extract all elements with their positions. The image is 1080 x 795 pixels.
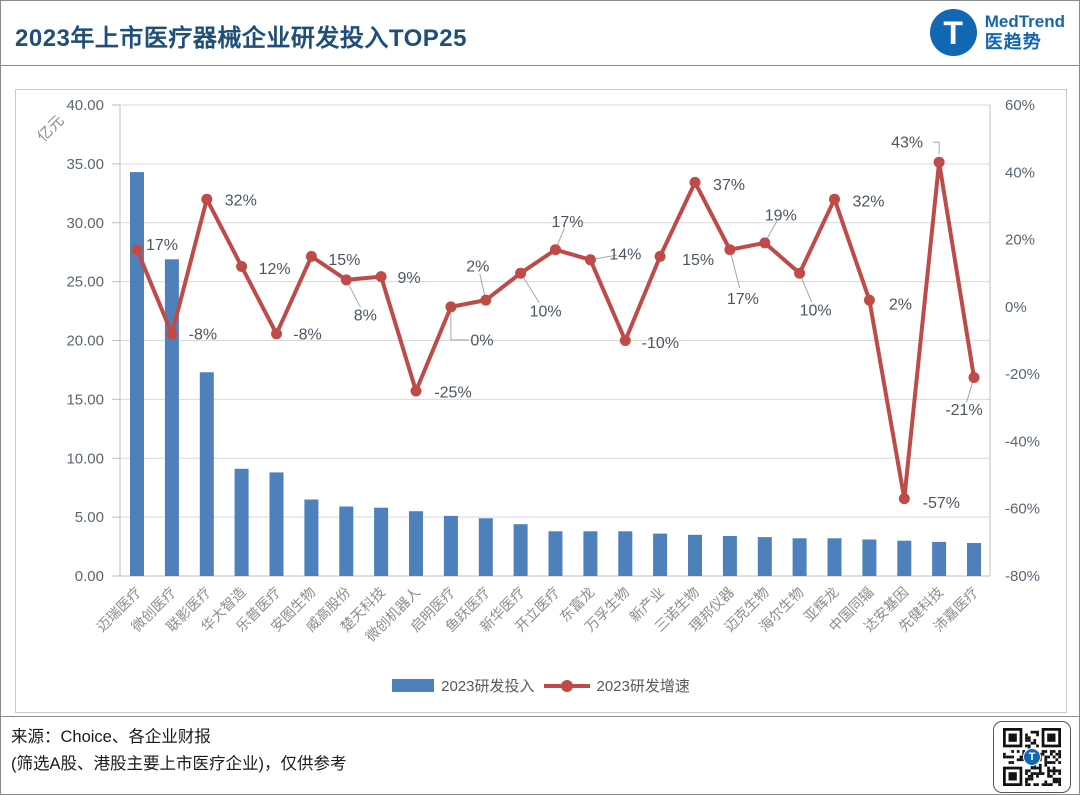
svg-text:30.00: 30.00 (66, 215, 104, 232)
svg-text:17%: 17% (551, 214, 583, 231)
svg-text:12%: 12% (259, 261, 291, 278)
svg-text:5.00: 5.00 (75, 509, 104, 526)
brand-text: MedTrend 医趋势 (985, 12, 1065, 52)
svg-text:-10%: -10% (642, 335, 679, 352)
brand-name-en: MedTrend (984, 12, 1065, 32)
svg-text:19%: 19% (765, 207, 797, 224)
line-series (131, 156, 980, 505)
svg-text:40.00: 40.00 (66, 97, 104, 114)
x-axis-labels: 迈瑞医疗微创医疗联影医疗华大智造乐普医疗安图生物威高股份楚天科技微创机器人启明医… (93, 584, 981, 645)
brand-name-zh: 医趋势 (984, 31, 1042, 52)
svg-text:17%: 17% (727, 291, 759, 308)
svg-text:-60%: -60% (1005, 501, 1040, 518)
svg-text:8%: 8% (354, 307, 377, 324)
line-swatch-icon (543, 679, 590, 692)
svg-text:60%: 60% (1005, 97, 1035, 114)
svg-text:9%: 9% (398, 270, 421, 287)
svg-text:15.00: 15.00 (66, 391, 104, 408)
bar-series (130, 172, 981, 576)
svg-text:-8%: -8% (189, 326, 217, 343)
svg-text:35.00: 35.00 (66, 156, 104, 173)
source-line1: 来源：Choice、各企业财报 (11, 728, 211, 746)
svg-text:-8%: -8% (293, 326, 321, 343)
source-note: 来源：Choice、各企业财报 (筛选A股、港股主要上市医疗企业)，仅供参考 (11, 724, 347, 778)
qr-pattern (1003, 728, 1061, 786)
page-title: 2023年上市医疗器械企业研发投入TOP25 (15, 25, 467, 52)
svg-text:10.00: 10.00 (66, 450, 104, 467)
legend-label-bar: 2023研发投入 (441, 678, 535, 695)
footer: 来源：Choice、各企业财报 (筛选A股、港股主要上市医疗企业)，仅供参考 T (1, 716, 1079, 794)
combo-chart: 0.00 5.00 10.00 15.00 20.00 25.00 30.00 35.00 40… (34, 97, 1040, 645)
line-dot-icon (560, 679, 573, 692)
svg-text:0%: 0% (470, 332, 493, 349)
svg-text:32%: 32% (225, 193, 257, 210)
legend-item-line: 2023研发增速 (543, 675, 690, 696)
svg-text:14%: 14% (609, 246, 641, 263)
svg-text:0.00: 0.00 (75, 568, 104, 585)
legend-item-bar: 2023研发投入 (392, 675, 535, 696)
svg-text:-80%: -80% (1005, 568, 1040, 585)
source-line2: (筛选A股、港股主要上市医疗企业)，仅供参考 (11, 755, 347, 773)
brand-t-icon: T (929, 9, 977, 56)
svg-text:10%: 10% (530, 304, 562, 321)
chart-area: 0.00 5.00 10.00 15.00 20.00 25.00 30.00 35.00 40… (15, 89, 1067, 713)
svg-text:2%: 2% (889, 297, 912, 314)
bar-swatch-icon (392, 679, 435, 692)
svg-text:20%: 20% (1005, 232, 1035, 249)
svg-text:25.00: 25.00 (66, 274, 104, 291)
growth-data-labels: 17% -8% 32% 12% -8% 15% 8% 9% -25% 0% 2% 10% 17% 14% -… (146, 135, 983, 512)
svg-text:-40%: -40% (1005, 433, 1040, 450)
svg-text:10%: 10% (800, 303, 832, 320)
svg-text:15%: 15% (682, 252, 714, 269)
svg-text:43%: 43% (891, 135, 923, 152)
header: 2023年上市医疗器械企业研发投入TOP25 T MedTrend 医趋势 (1, 1, 1079, 66)
svg-text:亿元: 亿元 (34, 112, 67, 145)
svg-text:37%: 37% (713, 177, 745, 194)
legend-label-line: 2023研发增速 (596, 678, 690, 695)
svg-text:20.00: 20.00 (66, 333, 104, 350)
svg-text:0%: 0% (1005, 299, 1027, 316)
chart-legend: 2023研发投入 2023研发增速 (16, 675, 1066, 696)
svg-text:15%: 15% (328, 252, 360, 269)
svg-text:-20%: -20% (1005, 366, 1040, 383)
svg-text:17%: 17% (146, 237, 178, 254)
qr-brand-t-icon: T (1023, 748, 1041, 766)
svg-text:2%: 2% (466, 259, 489, 276)
qr-code: T (993, 721, 1071, 793)
svg-text:40%: 40% (1005, 164, 1035, 181)
svg-text:-57%: -57% (923, 495, 960, 512)
svg-text:-25%: -25% (434, 385, 471, 402)
brand-logo: T MedTrend 医趋势 (929, 9, 1065, 56)
svg-text:-21%: -21% (945, 402, 982, 419)
svg-text:32%: 32% (852, 194, 884, 211)
